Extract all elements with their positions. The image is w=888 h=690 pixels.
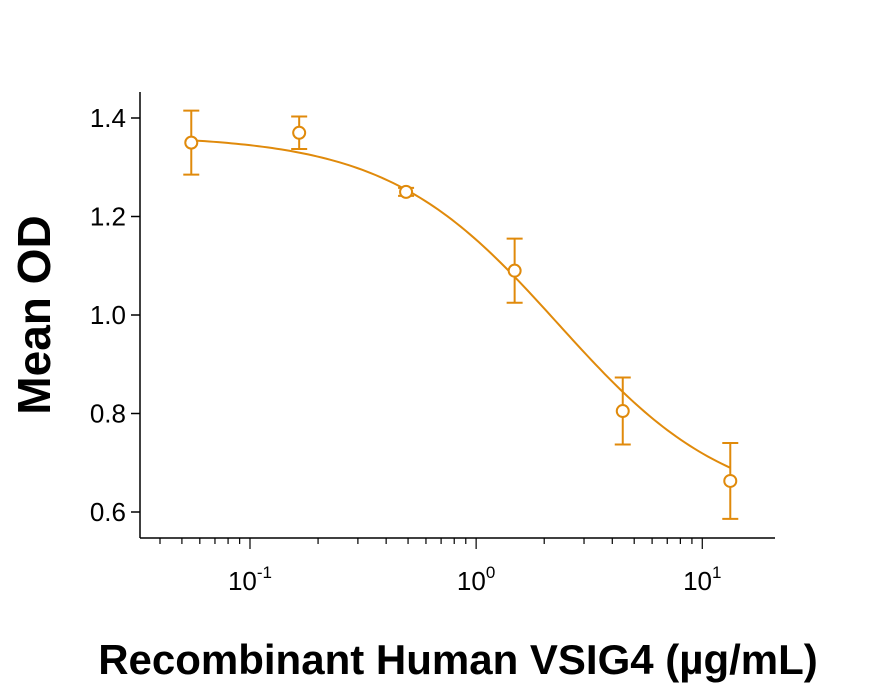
data-marker — [292, 125, 307, 140]
y-tick-label: 0.6 — [90, 497, 126, 527]
data-marker — [507, 263, 522, 278]
data-marker — [615, 404, 630, 419]
data-point — [183, 109, 200, 176]
x-tick-label: 101 — [683, 563, 721, 596]
x-tick-label: 10-1 — [228, 563, 272, 596]
axes — [139, 92, 775, 539]
data-point — [506, 237, 523, 304]
y-tick-label: 1.4 — [90, 103, 126, 133]
y-tick-label: 1.0 — [90, 300, 126, 330]
y-axis-title: Mean OD — [8, 215, 60, 414]
data-points — [183, 109, 739, 520]
data-point — [291, 115, 308, 151]
data-point — [722, 442, 739, 520]
y-tick-label: 1.2 — [90, 202, 126, 232]
y-tick-label: 0.8 — [90, 399, 126, 429]
x-axis-title: Recombinant Human VSIG4 (µg/mL) — [98, 636, 818, 683]
ticks: 0.6 0.8 1.0 1.2 1.4 10-1 100 101 — [90, 103, 722, 596]
data-marker — [184, 135, 199, 150]
data-point — [398, 184, 415, 199]
fit-curve — [191, 139, 731, 469]
fit-curve-group — [191, 139, 731, 469]
x-tick-label: 100 — [457, 563, 495, 596]
data-marker — [399, 184, 414, 199]
data-marker — [723, 473, 738, 488]
data-point — [614, 376, 631, 446]
